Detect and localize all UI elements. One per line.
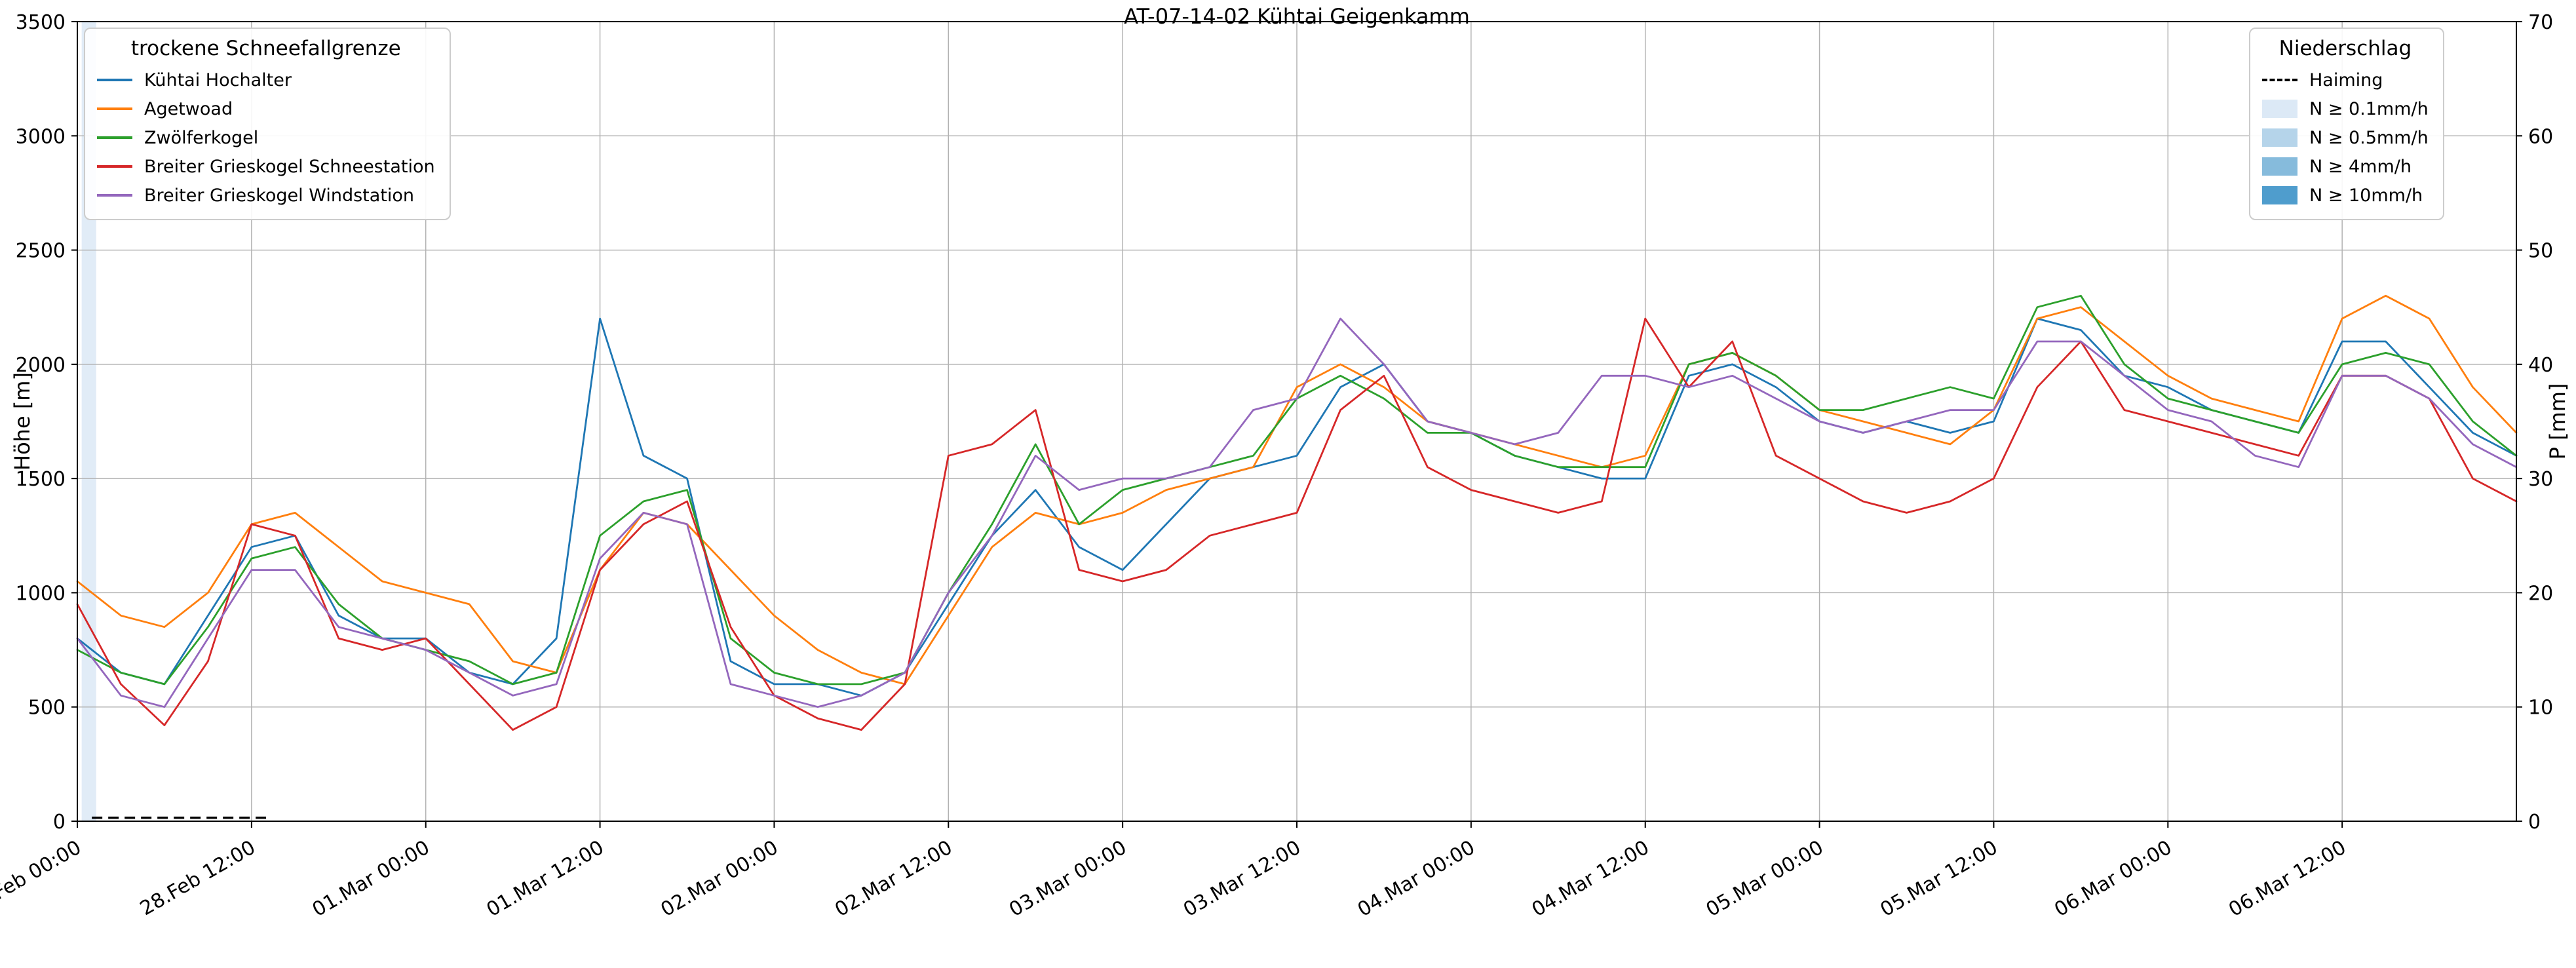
line-swatch [97, 79, 132, 81]
legend-label: N ≥ 0.5mm/h [2309, 127, 2429, 148]
xtick-label: 03.Mar 12:00 [1180, 836, 1305, 921]
legend-item-agetwoad: Agetwoad [97, 94, 435, 123]
legend-item-haiming: Haiming [2262, 66, 2429, 94]
xtick-label: 06.Mar 00:00 [2050, 836, 2176, 921]
xtick-label: 02.Mar 00:00 [657, 836, 782, 921]
ytick-right: 70 [2528, 11, 2553, 34]
legend-precipitation: Niederschlag Haiming N ≥ 0.1mm/h N ≥ 0.5… [2249, 28, 2444, 220]
ytick-left: 2500 [16, 240, 66, 263]
ytick-left: 1000 [16, 582, 66, 605]
dashed-line-swatch [2262, 79, 2297, 81]
series-line-breiter-grieskogel-windstation [76, 317, 2518, 708]
ytick-right: 50 [2528, 240, 2553, 263]
legend-item-kuehtai-hochalter: Kühtai Hochalter [97, 66, 435, 94]
series-line-k-htai-hochalter [76, 317, 2518, 697]
line-swatch [97, 107, 132, 110]
legend-precipitation-title: Niederschlag [2278, 37, 2412, 60]
legend-item-n4: N ≥ 4mm/h [2262, 152, 2429, 181]
xtick-label: 03.Mar 00:00 [1005, 836, 1130, 921]
patch-swatch [2262, 100, 2297, 118]
ytick-left: 500 [28, 697, 66, 720]
ytick-right: 40 [2528, 354, 2553, 377]
legend-label: Breiter Grieskogel Windstation [144, 185, 415, 206]
ytick-left: 3500 [16, 11, 66, 34]
xtick-label: 06.Mar 12:00 [2225, 836, 2350, 921]
patch-swatch [2262, 157, 2297, 176]
xtick-label: 05.Mar 00:00 [1702, 836, 1828, 921]
xtick-label: 04.Mar 00:00 [1354, 836, 1479, 921]
ytick-right: 0 [2528, 811, 2541, 834]
ytick-left: 3000 [16, 125, 66, 148]
legend-label: Zwölferkogel [144, 127, 259, 148]
legend-item-n05: N ≥ 0.5mm/h [2262, 123, 2429, 152]
ytick-right: 20 [2528, 582, 2553, 605]
legend-item-n01: N ≥ 0.1mm/h [2262, 94, 2429, 123]
legend-label: N ≥ 4mm/h [2309, 156, 2412, 177]
legend-item-grieskogel-windstation: Breiter Grieskogel Windstation [97, 181, 435, 210]
xtick-label: 01.Mar 00:00 [309, 836, 434, 921]
patch-swatch [2262, 128, 2297, 147]
xtick-label: 28.Feb 12:00 [136, 836, 260, 921]
line-swatch [97, 136, 132, 139]
legend-item-grieskogel-schneestation: Breiter Grieskogel Schneestation [97, 152, 435, 181]
ytick-left: 2000 [16, 354, 66, 377]
legend-snowline: trockene Schneefallgrenze Kühtai Hochalt… [84, 28, 451, 220]
legend-label: Haiming [2309, 69, 2383, 90]
ytick-right: 10 [2528, 697, 2553, 720]
legend-label: Agetwoad [144, 98, 233, 119]
legend-label: N ≥ 0.1mm/h [2309, 98, 2429, 119]
legend-label: Kühtai Hochalter [144, 69, 292, 90]
line-swatch [97, 194, 132, 197]
xtick-label: 05.Mar 12:00 [1876, 836, 2001, 921]
legend-label: N ≥ 10mm/h [2309, 185, 2423, 206]
ytick-left: 1500 [16, 468, 66, 491]
ytick-right: 30 [2528, 468, 2553, 491]
ytick-left: 0 [53, 811, 66, 834]
tick-marks [71, 21, 2522, 828]
legend-item-zwoelferkogel: Zwölferkogel [97, 123, 435, 152]
ytick-right: 60 [2528, 125, 2553, 148]
legend-snowline-title: trockene Schneefallgrenze [130, 37, 401, 60]
line-swatch [97, 165, 132, 168]
series-line-agetwoad [76, 294, 2518, 686]
xtick-label: 01.Mar 12:00 [483, 836, 608, 921]
xtick-label: 04.Mar 12:00 [1528, 836, 1653, 921]
xtick-label: 02.Mar 12:00 [831, 836, 956, 921]
precip-band [81, 22, 96, 821]
series-line-breiter-grieskogel-schneestation [76, 317, 2518, 731]
patch-swatch [2262, 186, 2297, 204]
legend-item-n10: N ≥ 10mm/h [2262, 181, 2429, 210]
xtick-label: 28.Feb 00:00 [0, 836, 85, 921]
legend-label: Breiter Grieskogel Schneestation [144, 156, 435, 177]
